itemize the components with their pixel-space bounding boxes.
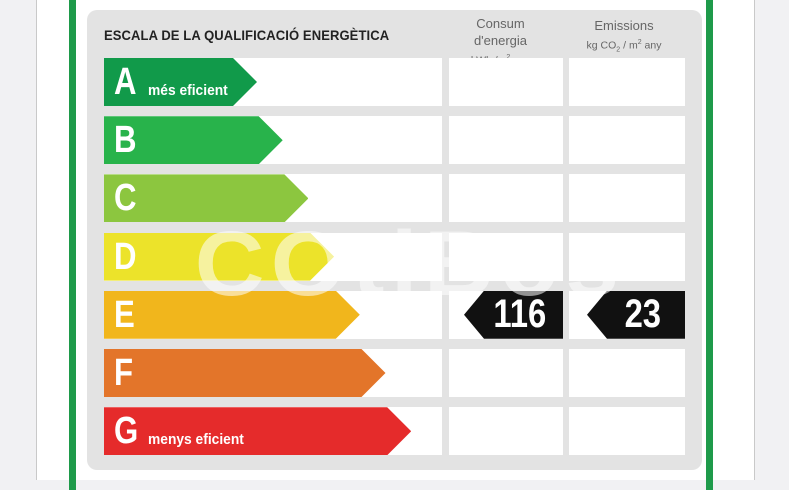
emissions-value-cell: [569, 116, 685, 165]
emissions-value-cell: [569, 58, 685, 106]
rating-row-f: F: [104, 349, 687, 397]
rating-bar-cell: B: [104, 116, 442, 165]
green-frame: [69, 0, 713, 490]
energy-value-cell: [449, 174, 563, 223]
emissions-value-cell: [569, 349, 685, 397]
energy-value-cell: [449, 58, 563, 106]
energy-value-cell: [449, 232, 563, 281]
energy-value-cell: [449, 116, 563, 165]
rating-letter: F: [114, 352, 134, 394]
rating-arrow-f: F: [104, 349, 386, 397]
rating-arrow-d: D: [104, 233, 334, 281]
energy-value-marker: 116: [464, 290, 563, 339]
rating-row-b: B: [104, 116, 687, 165]
emissions-value-cell: [569, 232, 685, 281]
energy-value: 116: [493, 292, 547, 337]
rating-description: menys eficient: [148, 431, 244, 449]
rating-arrow-e: E: [104, 291, 360, 339]
emissions-value: 23: [624, 292, 661, 337]
emissions-value-marker: 23: [587, 290, 685, 339]
energy-value-cell: [449, 407, 563, 456]
rating-row-c: C: [104, 174, 687, 223]
rating-letter: G: [114, 410, 139, 453]
rating-bar-cell: C: [104, 174, 442, 223]
rating-letter: B: [114, 119, 137, 162]
emissions-value-cell: [569, 407, 685, 456]
emissions-column-unit: kg CO2 / m2 any: [586, 39, 662, 54]
rating-letter: E: [114, 293, 135, 336]
emissions-value-cell: [569, 174, 685, 223]
emissions-column-header: Emissions kg CO2 / m2 any: [569, 17, 679, 59]
rating-bar-cell: E: [104, 290, 442, 339]
energy-column-title: Consum d'energia: [473, 16, 528, 48]
rating-letter: A: [114, 61, 137, 103]
rating-description: més eficient: [148, 82, 228, 99]
rating-row-e: E 116 23: [104, 290, 687, 339]
rating-letter: D: [114, 235, 137, 278]
rating-bar-cell: F: [104, 349, 442, 397]
rating-row-d: D: [104, 232, 687, 281]
energy-value-cell: [449, 349, 563, 397]
label-title: ESCALA DE LA QUALIFICACIÓ ENERGÈTICA: [104, 27, 390, 43]
rating-bar-cell: D: [104, 232, 442, 281]
emissions-column-title: Emissions: [594, 18, 654, 33]
rating-arrow-c: C: [104, 174, 308, 222]
rating-letter: C: [114, 177, 137, 220]
rating-arrow-b: B: [104, 116, 283, 164]
